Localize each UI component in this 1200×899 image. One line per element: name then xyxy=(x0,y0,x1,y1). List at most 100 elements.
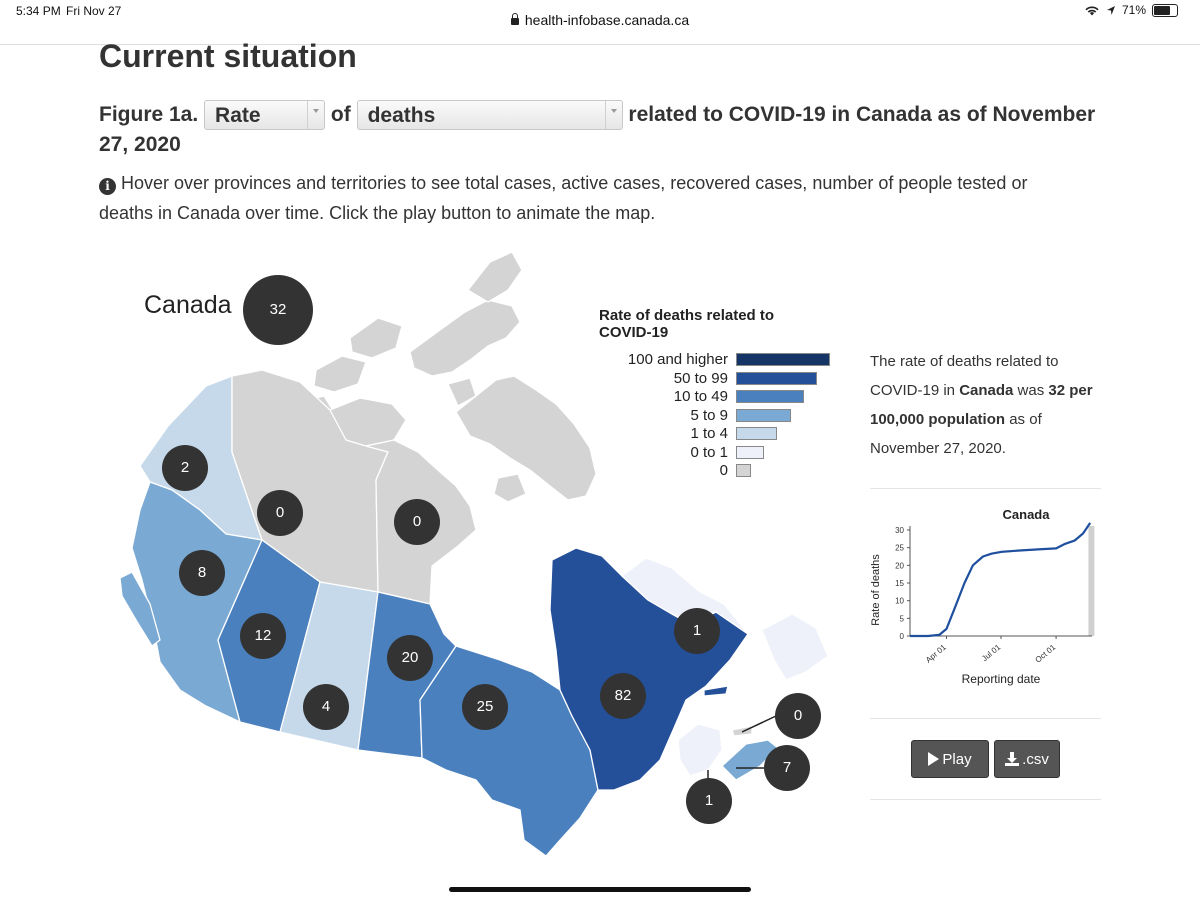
chevron-down-icon xyxy=(604,101,622,130)
y-axis-label: Rate of deaths xyxy=(870,554,882,626)
chevron-down-icon xyxy=(307,101,324,130)
location-icon xyxy=(1106,5,1115,15)
download-icon xyxy=(1005,752,1020,766)
legend-swatch xyxy=(736,445,764,459)
status-bar: 5:34 PM Fri Nov 27 71% xyxy=(0,0,1200,22)
page-title: Current situation xyxy=(99,38,357,74)
x-tick-label: Apr 01 xyxy=(924,642,948,664)
arctic-island[interactable] xyxy=(467,251,523,303)
csv-label: .csv xyxy=(1022,750,1049,768)
desc-text: as of November 27, 2020. xyxy=(870,411,1042,457)
play-label: Play xyxy=(942,750,972,768)
bc-bubble[interactable]: 8 xyxy=(179,550,225,596)
nwt-bubble[interactable]: 0 xyxy=(257,490,303,536)
rate-select-value: Rate xyxy=(215,104,261,128)
prince-edward-island[interactable] xyxy=(731,725,753,737)
metric-select[interactable]: deaths xyxy=(356,100,623,131)
trend-chart[interactable]: Canada Rate of deaths Reporting date 0 5 1… xyxy=(866,500,1106,694)
divider xyxy=(870,799,1101,800)
info-icon: i xyxy=(99,178,116,195)
legend-title: Rate of deaths related to COVID-19 xyxy=(599,307,775,341)
figure-prefix: Figure 1a. xyxy=(99,103,199,126)
info-text: i Hover over provinces and territories to… xyxy=(99,168,1079,228)
arctic-island[interactable] xyxy=(349,317,403,359)
baffin-island[interactable] xyxy=(455,375,597,501)
battery-icon xyxy=(1152,3,1178,17)
lock-icon xyxy=(510,13,519,25)
y-tick-label: 0 xyxy=(900,632,905,641)
chart-title: Canada xyxy=(1003,507,1051,522)
legend-item: 0 to 1 xyxy=(600,444,840,462)
legend-item-label: 0 xyxy=(719,462,728,479)
y-tick-label: 5 xyxy=(900,614,905,623)
national-label: Canada xyxy=(144,291,232,319)
home-indicator[interactable] xyxy=(449,887,751,892)
anticosti-island[interactable] xyxy=(703,685,729,697)
legend-item-label: 100 and higher xyxy=(627,351,728,368)
newfoundland-bubble[interactable]: 1 xyxy=(674,608,720,654)
legend-item-label: 10 to 49 xyxy=(673,388,728,405)
quebec-bubble[interactable]: 82 xyxy=(600,673,646,719)
url-text: health-infobase.canada.ca xyxy=(524,12,690,28)
nova-scotia-bubble[interactable]: 7 xyxy=(764,745,810,791)
download-csv-button[interactable]: .csv xyxy=(994,740,1060,778)
new-brunswick-bubble[interactable]: 1 xyxy=(686,778,732,824)
info-text-content: Hover over provinces and territories to … xyxy=(99,173,1028,223)
x-tick-label: Oct 01 xyxy=(1034,642,1058,664)
x-axis-label: Reporting date xyxy=(962,672,1041,686)
arctic-island[interactable] xyxy=(313,355,367,393)
series-line xyxy=(910,522,1092,638)
divider xyxy=(870,718,1101,719)
status-time: 5:34 PM xyxy=(16,4,61,18)
british-columbia[interactable] xyxy=(131,481,263,723)
y-tick-label: 25 xyxy=(895,544,904,553)
toolbar-divider xyxy=(0,44,1200,45)
legend-item-label: 50 to 99 xyxy=(673,369,728,387)
legend-swatch xyxy=(736,408,791,422)
battery-percent: 71% xyxy=(1121,3,1146,17)
url-bar[interactable]: health-infobase.canada.ca xyxy=(0,12,1200,28)
status-date: Fri Nov 27 xyxy=(66,4,122,18)
saskatchewan-bubble[interactable]: 4 xyxy=(303,684,349,730)
figure-caption: Figure 1a. Rate of deaths related to COV… xyxy=(99,100,1109,159)
nunavut-bubble[interactable]: 0 xyxy=(394,499,440,545)
vancouver-island[interactable] xyxy=(119,571,161,647)
desc-text: was xyxy=(1013,382,1049,399)
newfoundland[interactable] xyxy=(761,613,829,681)
y-tick-label: 30 xyxy=(895,526,904,535)
current-date-band xyxy=(1088,526,1095,636)
labrador[interactable] xyxy=(621,557,749,635)
desc-place: Canada xyxy=(959,382,1014,399)
rate-select[interactable]: Rate xyxy=(204,100,326,131)
legend-item: 100 and higher xyxy=(600,351,840,369)
pei-bubble[interactable]: 0 xyxy=(775,693,821,739)
divider xyxy=(870,488,1101,489)
legend-item: 5 to 9 xyxy=(600,407,840,425)
legend-swatch xyxy=(736,353,830,366)
legend-item-label: 5 to 9 xyxy=(690,406,728,424)
desc-text: The rate of deaths related to COVID-19 i… xyxy=(870,353,1059,399)
ontario-bubble[interactable]: 25 xyxy=(462,684,508,730)
southampton-island[interactable] xyxy=(493,473,527,503)
y-tick-label: 10 xyxy=(895,597,904,606)
rate-description: The rate of deaths related to COVID-19 i… xyxy=(870,347,1110,463)
legend-item: 10 to 49 xyxy=(600,388,840,406)
y-tick-label: 20 xyxy=(895,561,904,570)
status-right: 71% xyxy=(1084,3,1178,17)
new-brunswick[interactable] xyxy=(677,723,723,777)
alberta-bubble[interactable]: 12 xyxy=(240,613,286,659)
play-icon xyxy=(928,752,940,766)
legend-item-label: 1 to 4 xyxy=(690,425,728,442)
yukon-bubble[interactable]: 2 xyxy=(162,445,208,491)
arctic-island[interactable] xyxy=(409,299,521,377)
wifi-icon xyxy=(1085,6,1099,15)
manitoba-bubble[interactable]: 20 xyxy=(387,635,433,681)
legend-item-label: 0 to 1 xyxy=(690,443,728,461)
legend-swatch xyxy=(736,427,777,440)
legend-item: 0 xyxy=(600,462,840,480)
legend-swatch xyxy=(736,464,751,477)
legend-swatch xyxy=(736,371,817,385)
of-text: of xyxy=(330,103,351,126)
play-button[interactable]: Play xyxy=(911,740,989,778)
figure-suffix: related to COVID-19 in Canada as of Nove… xyxy=(99,103,1096,157)
